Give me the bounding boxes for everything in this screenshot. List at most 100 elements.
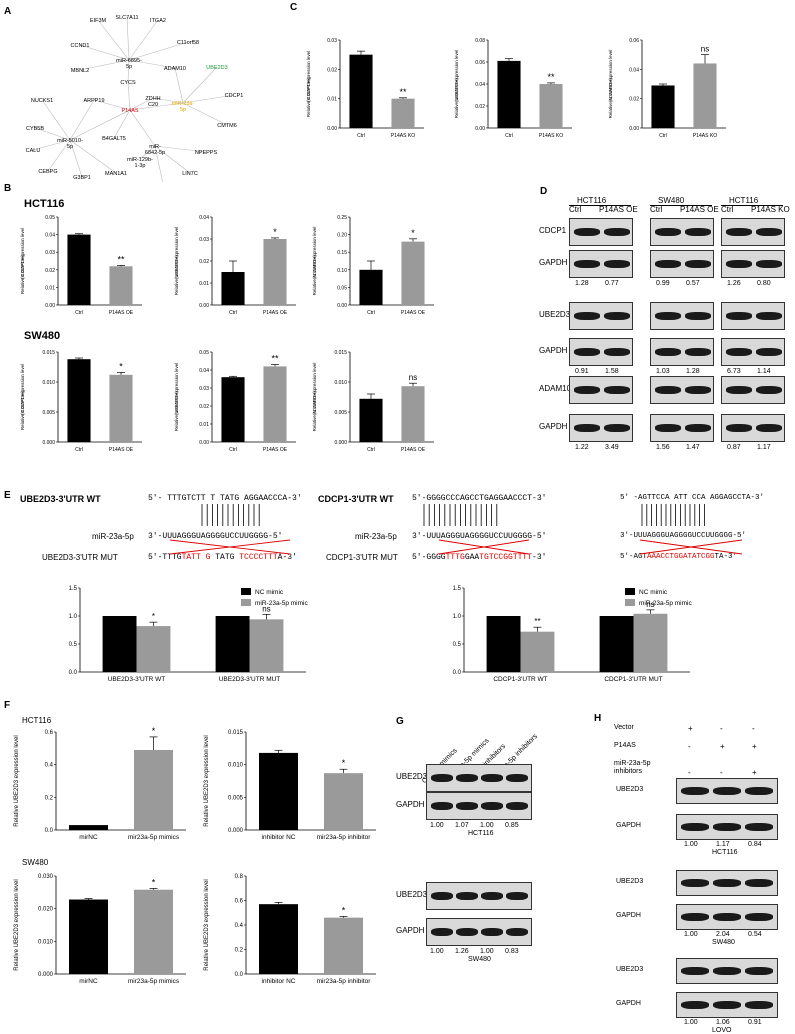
ube2d3-mut-seq: 5'-TTTGTATT G TATG TCCCCTTTA-3': [148, 553, 297, 562]
h-blot-quant: 1.00: [684, 931, 698, 938]
y-tick-label: 0.005: [42, 410, 55, 416]
significance-label: **: [117, 254, 125, 264]
blot-band: [655, 424, 681, 432]
y-tick-label: 0.03: [199, 237, 209, 243]
panel-label-e: E: [4, 490, 11, 501]
h-blot-quant: 0.54: [748, 931, 762, 938]
ube2d3-wt-seq: 5'- TTTGTCTT T TATG AGGAACCCA-3': [148, 494, 302, 503]
y-tick-label: 0.01: [327, 97, 337, 103]
y-axis-label: (to GAPDH): [20, 391, 25, 416]
h-condition-value: -: [688, 768, 691, 777]
h-condition-value: +: [752, 742, 757, 751]
h-blot-band: [713, 823, 741, 831]
blot-row-label: UBE2D3: [539, 310, 571, 319]
bar: [249, 619, 284, 672]
blot-membrane: [721, 250, 785, 278]
significance-label: *: [152, 726, 156, 736]
y-tick-label: 0.000: [42, 440, 55, 446]
g-blot-quant: 1.00: [480, 948, 494, 955]
network-edge: [79, 59, 130, 71]
bar: [497, 60, 521, 128]
y-tick-label: 0.02: [199, 404, 209, 410]
blot-membrane: [569, 302, 633, 330]
network-node-lin7c: LIN7C: [182, 171, 198, 177]
network-edge: [139, 145, 156, 160]
h-blot-membrane: [676, 958, 778, 984]
blot-row-label: GAPDH: [539, 258, 568, 267]
significance-label: **: [399, 87, 407, 97]
blot-band: [685, 260, 711, 268]
chart-b-sw480-cdcp1: 0.000 0.005 0.010 0.015 Relative CDCP1 expre…: [20, 350, 142, 453]
y-tick-label: 0.04: [45, 233, 55, 239]
y-tick-label: 0.15: [337, 250, 347, 256]
category-label: P14AS OE: [109, 447, 134, 453]
significance-label: **: [547, 72, 555, 82]
g-blot-band: [456, 892, 478, 900]
panel-label-f: F: [4, 700, 11, 711]
bar: [136, 626, 171, 672]
blot-quant: 0.80: [757, 280, 771, 287]
blot-lane-label: Ctrl: [650, 205, 663, 214]
significance-label: *: [119, 361, 123, 371]
category-label: Ctrl: [229, 447, 237, 453]
network-edge: [128, 41, 189, 61]
blot-group-underline: [569, 205, 631, 206]
y-axis-label: Relative ADAM10 expression level: [608, 50, 613, 119]
blot-membrane: [569, 218, 633, 246]
category-label: P14AS OE: [263, 310, 288, 316]
h-condition-value: -: [688, 742, 691, 751]
ube2d3-mut-title: UBE2D3-3'UTR MUT: [42, 553, 118, 562]
network-node-b4galt5: B4GALT5: [102, 136, 126, 142]
y-tick-label: 0.10: [337, 268, 347, 274]
blot-band: [756, 260, 782, 268]
blot-lane-label: Ctrl: [721, 205, 734, 214]
blot-quant: 3.49: [605, 444, 619, 451]
legend-swatch: [625, 588, 635, 595]
blot-membrane: [650, 250, 714, 278]
h-condition-value: +: [752, 768, 757, 777]
y-tick-label: 0.0: [235, 972, 244, 978]
blot-membrane: [569, 250, 633, 278]
blot-quant: 1.47: [686, 444, 700, 451]
blot-band: [756, 228, 782, 236]
y-tick-label: 0.02: [629, 97, 639, 103]
network-node-cdcp1: CDCP1: [225, 93, 244, 99]
bar: [486, 616, 521, 672]
network-node-mir6842: miR-: [149, 144, 161, 150]
blot-band: [726, 424, 752, 432]
pairing-lines-cdcp1-a: [423, 504, 530, 555]
blot-quant: 0.57: [686, 280, 700, 287]
y-axis-label: (to GAPDH): [608, 78, 613, 103]
bar: [324, 917, 363, 974]
blot-membrane: [721, 338, 785, 366]
y-tick-label: 0.00: [337, 303, 347, 309]
h-blot-quant: 1.06: [716, 1019, 730, 1026]
blot-band: [726, 312, 752, 320]
y-tick-label: 0.000: [228, 828, 244, 834]
y-axis-label: (to GAPDH): [312, 255, 317, 280]
interaction-network: EIF3M SLC7A11 ITGA2C11orf58CCND1miR-6895-5…: [26, 15, 244, 182]
blot-band: [574, 228, 600, 236]
h-condition-value: -: [752, 724, 755, 733]
h-blot-band: [745, 913, 773, 921]
blot-membrane: [650, 218, 714, 246]
y-tick-label: 0.015: [228, 730, 244, 736]
significance-label: *: [342, 905, 346, 915]
bar: [69, 825, 108, 830]
g-blot-membrane: [426, 882, 532, 910]
western-blot-d: HCT116 Ctrl P14AS OE SW480 Ctrl P14AS OE HCT11…: [539, 196, 795, 486]
blot-membrane: [721, 302, 785, 330]
panel-label-b: B: [4, 183, 12, 194]
h-blot-band: [681, 879, 709, 887]
cdcp1-wt-seq-1: 5'-GGGGCCCAGCCTGAGGAACCCT-3': [412, 494, 547, 503]
network-node-eif3m: EIF3M: [90, 18, 107, 24]
bar: [520, 631, 555, 672]
h-blot-band: [713, 913, 741, 921]
category-label: mirNC: [79, 834, 98, 841]
network-edge: [69, 139, 83, 178]
legend-swatch: [241, 588, 251, 595]
h-row-label: UBE2D3: [616, 966, 644, 973]
y-tick-label: 0.000: [38, 972, 54, 978]
y-tick-label: 0.20: [337, 233, 347, 239]
network-node-mir6895: 5p: [126, 64, 132, 70]
